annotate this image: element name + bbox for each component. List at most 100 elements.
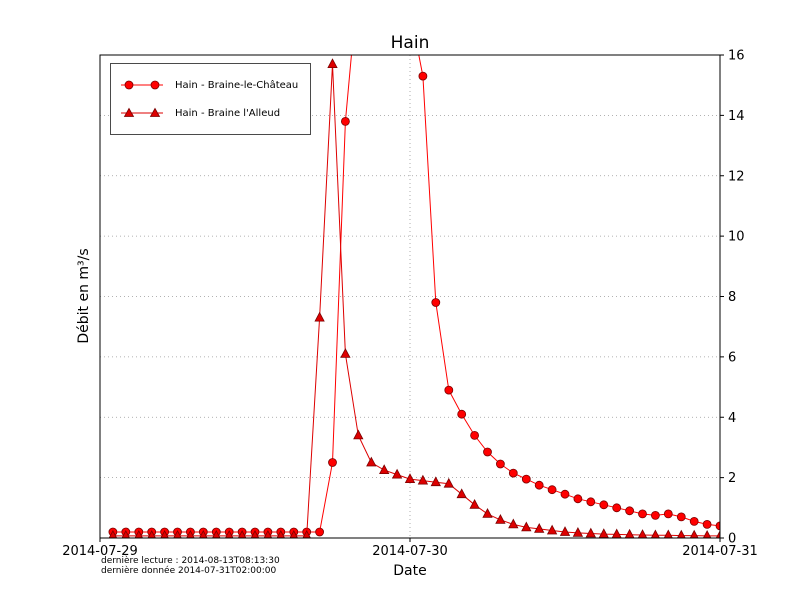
data-point-triangle [482, 508, 493, 518]
data-point-triangle [624, 528, 635, 538]
data-point-circle [625, 506, 634, 516]
data-point-circle [534, 480, 544, 490]
y-tick-label: 10 [728, 230, 745, 245]
data-point-triangle [199, 530, 208, 538]
data-point-triangle [212, 530, 221, 538]
data-point-triangle [289, 530, 299, 538]
x-tick-label: 2014-07-30 [372, 544, 448, 559]
data-point-circle [547, 485, 557, 495]
data-point-circle [702, 520, 712, 529]
data-point-triangle [534, 523, 545, 533]
data-point-triangle [379, 464, 390, 475]
y-tick-label: 16 [728, 49, 745, 64]
data-point-circle [612, 503, 622, 513]
circle-marker-icon [121, 80, 163, 90]
legend: Hain - Braine-le-Château Hain - Braine l… [110, 63, 312, 135]
data-point-triangle [611, 528, 622, 538]
data-point-triangle [186, 530, 195, 538]
legend-item-braine-le-chateau: Hain - Braine-le-Château [119, 71, 298, 99]
data-point-circle [418, 71, 428, 81]
data-point-circle [444, 385, 454, 395]
data-point-circle [521, 474, 531, 484]
chart-title: Hain [390, 33, 430, 53]
data-point-triangle [508, 518, 519, 529]
data-point-triangle [663, 529, 673, 538]
data-point-triangle [650, 529, 660, 538]
data-point-triangle [715, 530, 720, 538]
data-point-triangle [456, 488, 467, 499]
data-point-circle [689, 517, 699, 526]
data-point-triangle [391, 468, 403, 479]
data-point-circle [573, 494, 583, 504]
data-point-triangle [134, 530, 144, 538]
y-axis-label: Débit en m³/s [76, 248, 92, 344]
data-point-triangle [443, 477, 454, 488]
data-point-triangle [340, 348, 351, 358]
y-tick-label: 2 [728, 471, 736, 486]
data-point-triangle [676, 529, 686, 538]
data-point-circle [470, 430, 480, 440]
y-tick-label: 8 [728, 290, 736, 305]
data-point-triangle [327, 58, 338, 68]
data-point-triangle [353, 429, 364, 440]
data-point-circle [638, 509, 647, 519]
data-point-triangle [417, 474, 429, 485]
legend-label-braine-le-chateau: Hain - Braine-le-Château [175, 79, 299, 91]
data-point-triangle [121, 530, 131, 538]
y-tick-label: 14 [728, 109, 745, 124]
data-point-circle [508, 468, 518, 478]
legend-label-braine-l-alleud: Hain - Braine l'Alleud [175, 107, 281, 119]
data-point-circle [340, 117, 350, 126]
data-point-circle [663, 509, 673, 519]
legend-item-braine-l-alleud: Hain - Braine l'Alleud [119, 99, 298, 127]
data-point-triangle [559, 526, 571, 536]
last-reading-text: dernière lecture : 2014-08-13T08:13:30 [101, 556, 280, 566]
data-point-triangle [302, 530, 311, 538]
data-point-triangle [572, 527, 584, 537]
data-point-triangle [585, 527, 596, 538]
data-point-triangle [160, 530, 169, 538]
data-point-triangle [521, 521, 532, 532]
y-tick-label: 6 [728, 350, 736, 365]
data-point-triangle [637, 529, 648, 538]
x-axis-label: Date [393, 563, 427, 579]
data-point-triangle [263, 530, 273, 538]
y-tick-label: 4 [728, 411, 736, 426]
x-tick-label: 2014-07-31 [682, 544, 758, 559]
data-point-circle [651, 511, 660, 520]
series-group [108, 55, 720, 538]
data-point-triangle [250, 530, 260, 538]
data-point-triangle [430, 476, 441, 487]
triangle-marker-icon [121, 107, 163, 117]
data-point-circle [483, 447, 492, 457]
data-point-circle [676, 512, 686, 522]
data-point-triangle [689, 529, 699, 538]
data-point-triangle [314, 311, 325, 322]
y-tick-label: 12 [728, 169, 745, 184]
data-point-circle [431, 298, 441, 307]
data-point-triangle [404, 473, 416, 484]
data-point-circle [457, 409, 467, 419]
data-point-circle [328, 458, 337, 467]
footer-info: dernière lecture : 2014-08-13T08:13:30 d… [101, 556, 280, 576]
data-point-triangle [366, 456, 377, 467]
data-point-triangle [147, 530, 156, 538]
y-tick-label: 0 [728, 532, 736, 547]
data-point-triangle [469, 498, 480, 509]
data-point-triangle [598, 528, 609, 538]
data-point-triangle [173, 530, 182, 538]
data-point-triangle [495, 514, 506, 524]
last-data-text: dernière donnée 2014-07-31T02:00:00 [101, 565, 277, 576]
data-point-circle [586, 497, 596, 507]
data-point-circle [715, 521, 720, 531]
data-point-triangle [702, 530, 712, 538]
data-point-triangle [108, 530, 118, 538]
x-tick-label: 2014-07-29 [62, 544, 138, 559]
data-point-triangle [546, 524, 558, 535]
data-point-triangle [276, 530, 286, 538]
data-point-triangle [237, 530, 247, 538]
data-point-triangle [224, 530, 234, 538]
data-point-circle [495, 459, 505, 469]
